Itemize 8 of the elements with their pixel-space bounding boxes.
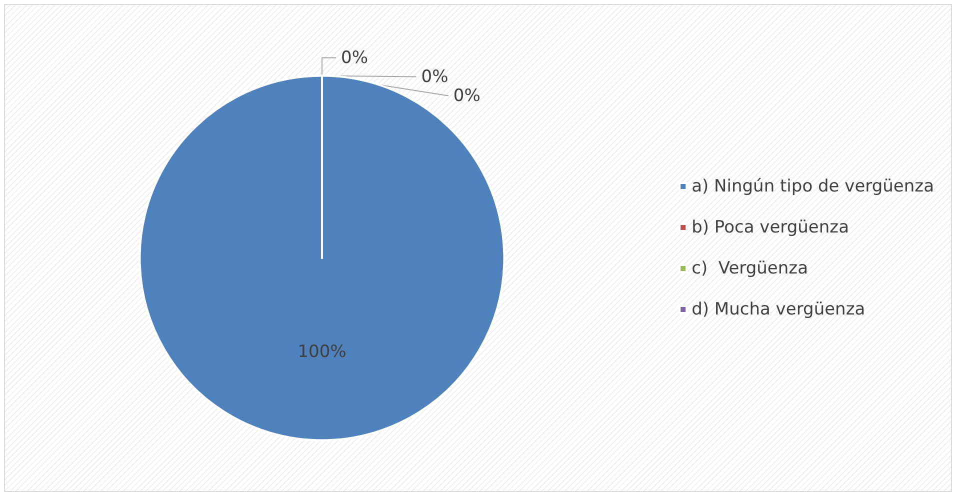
legend-label: b) Poca vergüenza — [692, 218, 850, 238]
data-label: 100% — [298, 342, 346, 362]
legend-label: d) Mucha vergüenza — [692, 300, 866, 320]
text: 0% — [453, 86, 480, 106]
legend-label: a) Ningún tipo de vergüenza — [692, 176, 934, 196]
legend-label: c) Vergüenza — [692, 258, 808, 278]
text: 0% — [421, 66, 448, 87]
text: 0% — [341, 48, 368, 68]
